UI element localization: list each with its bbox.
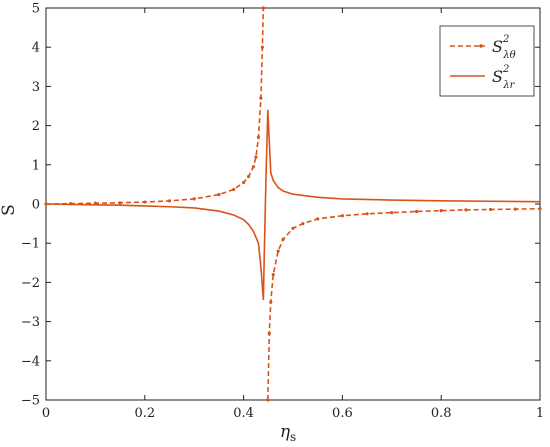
x-axis-label: ηs — [280, 422, 296, 444]
y-tick-label: −2 — [21, 276, 40, 291]
series-point — [365, 212, 369, 216]
series-1 — [44, 6, 542, 402]
series-point — [192, 197, 196, 201]
series-point — [276, 249, 280, 253]
y-tick-label: 4 — [32, 41, 40, 56]
series-point — [232, 187, 236, 192]
series-2 — [45, 109, 541, 301]
x-axis: 0 0.2 0.4 0.6 0.8 1 — [42, 8, 544, 421]
legend: S2 λθ S2 λr — [439, 25, 535, 97]
series-line-1 — [45, 7, 265, 205]
x-tick-label: 0.8 — [431, 406, 452, 421]
y-tick-label: −5 — [21, 394, 40, 409]
series-point — [118, 201, 122, 205]
y-tick-label: −3 — [21, 315, 40, 330]
series-point — [340, 214, 344, 218]
series-line-2 — [45, 109, 541, 301]
y-tick-label: 3 — [32, 80, 40, 95]
series-point — [251, 165, 256, 169]
legend-label-2-sub: λr — [502, 80, 515, 91]
x-tick-label: 0.2 — [134, 406, 155, 421]
y-axis: −5 −4 −3 −2 −1 0 1 2 3 4 5 — [21, 2, 540, 409]
x-tick-label: 0 — [42, 406, 50, 421]
series-point — [254, 155, 258, 159]
legend-entry-1: S2 λθ — [450, 34, 516, 61]
series-point — [259, 96, 263, 100]
series-line-1 — [267, 207, 541, 401]
series-point — [414, 209, 419, 214]
x-axis-label-sub: s — [290, 430, 296, 444]
y-tick-label: 1 — [32, 158, 40, 173]
series-point — [266, 398, 270, 402]
x-axis-label-main: η — [280, 422, 291, 442]
y-axis-label: S — [0, 204, 19, 216]
series-point — [489, 207, 493, 212]
series-point — [271, 272, 275, 277]
y-tick-label: 2 — [32, 119, 40, 134]
series-point — [260, 45, 264, 49]
series-point — [316, 217, 320, 221]
series-point — [269, 300, 273, 304]
series-point — [217, 192, 221, 197]
y-tick-label: −1 — [21, 237, 40, 252]
legend-label-1: S2 λθ — [492, 34, 516, 61]
legend-box — [439, 25, 535, 97]
series-layer — [44, 6, 542, 402]
series-point — [439, 209, 443, 213]
legend-label-1-sub: λθ — [502, 50, 515, 61]
y-tick-label: −4 — [21, 354, 40, 369]
x-tick-label: 0.4 — [233, 406, 254, 421]
series-point — [301, 222, 305, 226]
legend-marker-1 — [479, 44, 483, 48]
series-point — [390, 211, 394, 215]
legend-label-2-sup: 2 — [502, 64, 509, 75]
series-point — [281, 237, 285, 241]
series-point — [167, 199, 172, 203]
x-tick-label: 0.6 — [332, 406, 353, 421]
series-point — [143, 200, 147, 204]
series-point — [538, 207, 542, 211]
series-point — [464, 208, 468, 212]
legend-label-2: S2 λr — [492, 64, 516, 91]
series-point — [246, 174, 251, 179]
y-tick-label: 5 — [32, 2, 40, 17]
x-tick-label: 1 — [536, 406, 544, 421]
series-point — [256, 135, 261, 139]
series-point — [242, 180, 246, 185]
series-point — [291, 226, 295, 230]
legend-label-1-main: S — [492, 37, 503, 56]
legend-entry-2: S2 λr — [450, 64, 516, 91]
y-tick-label: 0 — [32, 198, 40, 213]
series-point — [513, 207, 517, 211]
series-point — [261, 6, 265, 10]
legend-label-2-main: S — [492, 67, 503, 86]
series-point — [267, 331, 271, 335]
legend-label-1-sup: 2 — [502, 34, 509, 45]
